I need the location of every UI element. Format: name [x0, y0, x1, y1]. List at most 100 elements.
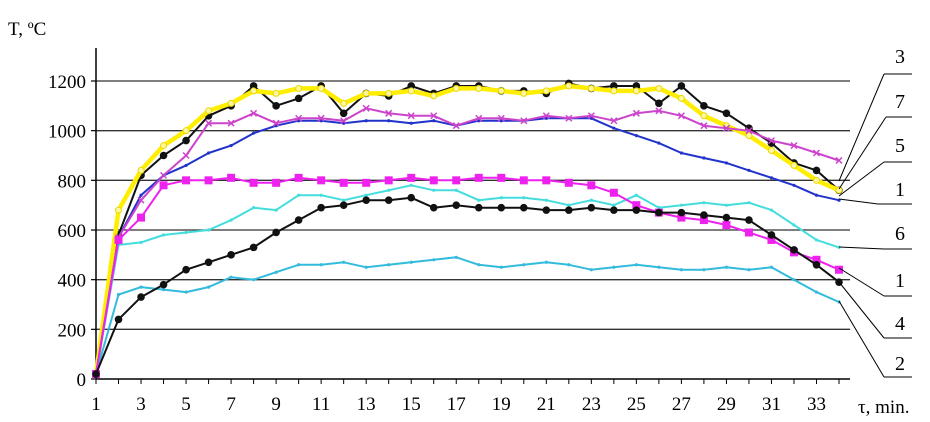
data-point [430, 112, 438, 120]
data-point [409, 121, 413, 125]
data-point [384, 196, 393, 204]
leader-line [838, 73, 885, 182]
x-tick-label: 19 [492, 394, 511, 415]
data-point [520, 89, 528, 97]
data-point [567, 203, 571, 207]
curve-label: 1 [895, 270, 905, 292]
x-tick-label: 17 [447, 394, 466, 415]
curve-label: 2 [895, 353, 905, 375]
series-line [93, 83, 840, 375]
y-tick-label: 200 [58, 320, 87, 341]
data-point [835, 156, 843, 164]
data-point [812, 176, 820, 184]
series-3 [92, 104, 843, 378]
data-point [522, 263, 526, 267]
data-point [679, 203, 683, 207]
data-point [677, 208, 686, 217]
data-point [272, 119, 280, 127]
data-point [227, 119, 235, 127]
data-point [677, 82, 686, 90]
data-point [769, 208, 774, 212]
x-tick-label: 23 [582, 394, 601, 415]
data-point [747, 201, 751, 205]
data-point [790, 246, 798, 254]
data-point [272, 228, 280, 237]
data-point [587, 84, 595, 92]
x-axis-label: τ, min. [858, 397, 909, 418]
data-point [767, 147, 775, 155]
series-line [95, 256, 840, 375]
data-point [339, 201, 348, 209]
data-point [362, 89, 370, 97]
data-point [722, 124, 730, 132]
data-point [364, 265, 368, 269]
data-point [184, 163, 188, 168]
data-point [477, 198, 481, 202]
data-point [317, 176, 326, 185]
data-point [610, 87, 618, 95]
data-point [297, 193, 301, 197]
data-point [137, 293, 145, 301]
data-point [317, 84, 325, 92]
curve-label: 5 [895, 135, 905, 157]
data-point [634, 193, 638, 197]
data-point [745, 132, 753, 140]
data-point [519, 203, 528, 212]
data-point [634, 263, 638, 267]
data-point [272, 102, 280, 110]
data-point [655, 84, 663, 92]
data-point [767, 137, 775, 145]
data-point [812, 166, 821, 175]
data-point [745, 127, 753, 135]
curve-label: 7 [895, 91, 905, 113]
data-point [340, 99, 348, 107]
data-point [747, 268, 751, 272]
data-point [249, 82, 258, 90]
data-point [677, 213, 686, 222]
data-point [114, 235, 123, 244]
data-point [542, 112, 550, 120]
data-point [745, 216, 753, 224]
data-point [115, 206, 123, 214]
data-point [724, 265, 729, 269]
x-tick-label: 33 [807, 394, 826, 415]
data-point [814, 193, 819, 197]
data-point [634, 134, 638, 138]
data-point [206, 285, 211, 289]
x-tick-label: 31 [762, 394, 781, 415]
data-point [340, 117, 348, 125]
data-point [610, 82, 618, 90]
data-point [294, 216, 303, 224]
data-point [159, 151, 168, 160]
data-point [137, 196, 145, 204]
series-7 [92, 193, 843, 378]
data-point [407, 112, 415, 120]
leader-line [838, 267, 885, 297]
data-point [724, 161, 729, 165]
x-tick-labels: 1 3 5 7 9 11 13 15 17 19 21 23 25 27 29 31 33 [91, 394, 826, 415]
data-point [499, 196, 503, 200]
grid-lines [96, 80, 850, 330]
data-point [407, 87, 415, 95]
data-point [702, 156, 706, 160]
data-point [184, 290, 188, 294]
data-point [387, 188, 391, 192]
data-point [612, 203, 616, 207]
data-point [227, 99, 235, 107]
data-point [362, 178, 371, 187]
leader-line [838, 281, 885, 339]
data-point [700, 211, 708, 219]
data-point [522, 196, 526, 200]
data-point [250, 109, 258, 117]
series-8 [94, 255, 841, 376]
data-point [632, 87, 640, 95]
x-tick-label: 9 [271, 394, 281, 415]
data-point [499, 265, 503, 269]
data-point [722, 109, 731, 118]
series-line [95, 184, 840, 375]
data-point [252, 278, 256, 282]
data-point [587, 181, 596, 190]
data-point [252, 131, 256, 135]
data-point [587, 203, 596, 212]
